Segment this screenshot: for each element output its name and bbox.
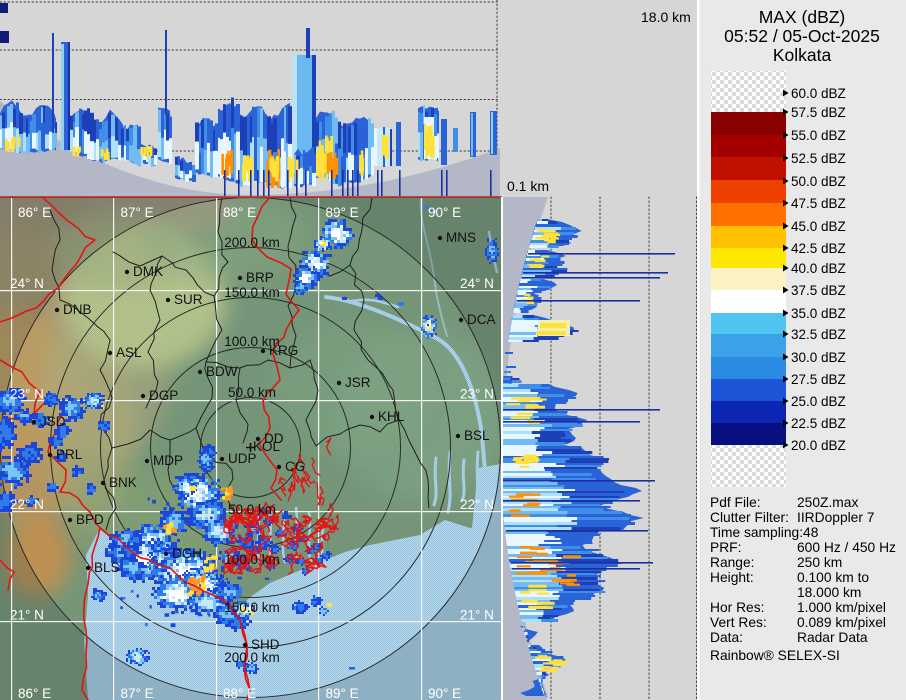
svg-text:Vert Res:: Vert Res:	[710, 615, 767, 630]
svg-text:Hor Res:: Hor Res:	[710, 600, 764, 615]
svg-text:PRF:: PRF:	[710, 540, 741, 555]
svg-text:MDP: MDP	[153, 453, 183, 468]
svg-text:87° E: 87° E	[121, 686, 154, 700]
svg-text:45.0 dBZ: 45.0 dBZ	[791, 219, 846, 234]
svg-text:32.5 dBZ: 32.5 dBZ	[791, 327, 846, 342]
svg-text:DD: DD	[264, 431, 284, 446]
svg-text:DMK: DMK	[133, 264, 163, 279]
svg-text:200.0 km: 200.0 km	[224, 650, 280, 665]
svg-text:25.0 dBZ: 25.0 dBZ	[791, 394, 846, 409]
svg-text:24° N: 24° N	[10, 276, 44, 291]
svg-text:DCA: DCA	[467, 312, 496, 327]
svg-text:IIRDoppler 7: IIRDoppler 7	[797, 510, 874, 525]
svg-text:150.0 km: 150.0 km	[224, 285, 280, 300]
svg-text:88° E: 88° E	[223, 686, 256, 700]
svg-text:23° N: 23° N	[10, 387, 44, 402]
svg-text:PRL: PRL	[56, 447, 83, 462]
svg-text:Time sampling:48: Time sampling:48	[710, 525, 819, 540]
svg-text:250Z.max: 250Z.max	[797, 495, 858, 510]
svg-text:JSR: JSR	[345, 375, 371, 390]
svg-text:BNK: BNK	[109, 475, 137, 490]
svg-text:SHD: SHD	[251, 637, 280, 652]
svg-text:47.5 dBZ: 47.5 dBZ	[791, 196, 846, 211]
svg-text:250 km: 250 km	[797, 555, 842, 570]
svg-text:50.0 km: 50.0 km	[228, 385, 276, 400]
svg-text:Range:: Range:	[710, 555, 755, 570]
svg-text:60.0 dBZ: 60.0 dBZ	[791, 86, 846, 101]
svg-text:55.0 dBZ: 55.0 dBZ	[791, 128, 846, 143]
svg-text:BSL: BSL	[464, 428, 490, 443]
svg-text:BLS: BLS	[94, 560, 120, 575]
svg-text:Clutter Filter:: Clutter Filter:	[710, 510, 789, 525]
svg-text:89° E: 89° E	[326, 205, 359, 220]
svg-text:87° E: 87° E	[121, 205, 154, 220]
svg-text:30.0 dBZ: 30.0 dBZ	[791, 350, 846, 365]
svg-text:ASL: ASL	[116, 345, 142, 360]
svg-text:100.0 km: 100.0 km	[224, 552, 280, 567]
svg-text:18.000 km: 18.000 km	[797, 585, 861, 600]
svg-text:27.5 dBZ: 27.5 dBZ	[791, 372, 846, 387]
svg-text:CG: CG	[285, 459, 305, 474]
svg-text:UDP: UDP	[228, 451, 257, 466]
svg-text:600 Hz / 450 Hz: 600 Hz / 450 Hz	[797, 540, 896, 555]
svg-text:150.0 km: 150.0 km	[224, 600, 280, 615]
svg-text:86° E: 86° E	[18, 686, 51, 700]
svg-text:42.5 dBZ: 42.5 dBZ	[791, 241, 846, 256]
svg-text:Kolkata: Kolkata	[773, 45, 832, 65]
svg-text:Height:: Height:	[710, 570, 754, 585]
svg-text:86° E: 86° E	[18, 205, 51, 220]
svg-text:Radar Data: Radar Data	[797, 630, 868, 645]
svg-text:100.0 km: 100.0 km	[224, 334, 280, 349]
svg-text:20.0 dBZ: 20.0 dBZ	[791, 438, 846, 453]
svg-text:52.5 dBZ: 52.5 dBZ	[791, 151, 846, 166]
svg-text:88° E: 88° E	[223, 205, 256, 220]
svg-text:Pdf File:: Pdf File:	[710, 495, 761, 510]
svg-text:0.1 km: 0.1 km	[507, 178, 549, 194]
svg-text:50.0 km: 50.0 km	[228, 502, 276, 517]
svg-text:BRP: BRP	[246, 270, 274, 285]
svg-text:37.5 dBZ: 37.5 dBZ	[791, 283, 846, 298]
svg-text:90° E: 90° E	[428, 686, 461, 700]
svg-text:Rainbow® SELEX-SI: Rainbow® SELEX-SI	[710, 648, 840, 663]
svg-text:90° E: 90° E	[428, 205, 461, 220]
svg-text:BPD: BPD	[76, 512, 104, 527]
svg-text:JSD: JSD	[40, 414, 66, 429]
svg-text:DGH: DGH	[172, 546, 202, 561]
svg-text:KHL: KHL	[378, 409, 405, 424]
svg-text:DNB: DNB	[63, 302, 92, 317]
svg-text:23° N: 23° N	[460, 387, 494, 402]
svg-text:50.0 dBZ: 50.0 dBZ	[791, 174, 846, 189]
svg-text:35.0 dBZ: 35.0 dBZ	[791, 306, 846, 321]
svg-text:18.0 km: 18.0 km	[641, 9, 691, 25]
svg-text:0.089 km/pixel: 0.089 km/pixel	[797, 615, 886, 630]
svg-text:05:52 / 05-Oct-2025: 05:52 / 05-Oct-2025	[724, 26, 880, 46]
svg-text:200.0 km: 200.0 km	[224, 235, 280, 250]
svg-text:KRG: KRG	[269, 343, 298, 358]
svg-text:DGP: DGP	[149, 388, 178, 403]
svg-text:22° N: 22° N	[460, 497, 494, 512]
svg-text:1.000 km/pixel: 1.000 km/pixel	[797, 600, 886, 615]
svg-text:22.5 dBZ: 22.5 dBZ	[791, 416, 846, 431]
svg-text:BDW: BDW	[206, 364, 238, 379]
svg-text:KOL: KOL	[253, 439, 281, 454]
svg-text:40.0 dBZ: 40.0 dBZ	[791, 261, 846, 276]
svg-text:SUR: SUR	[174, 292, 203, 307]
svg-text:24° N: 24° N	[460, 276, 494, 291]
svg-text:Data:: Data:	[710, 630, 743, 645]
svg-text:21° N: 21° N	[460, 608, 494, 623]
svg-text:MNS: MNS	[446, 230, 476, 245]
svg-text:57.5 dBZ: 57.5 dBZ	[791, 105, 846, 120]
svg-text:0.100 km to: 0.100 km to	[797, 570, 869, 585]
svg-text:22° N: 22° N	[10, 497, 44, 512]
svg-text:21° N: 21° N	[10, 608, 44, 623]
svg-text:MAX (dBZ): MAX (dBZ)	[759, 7, 846, 27]
svg-text:89° E: 89° E	[326, 686, 359, 700]
